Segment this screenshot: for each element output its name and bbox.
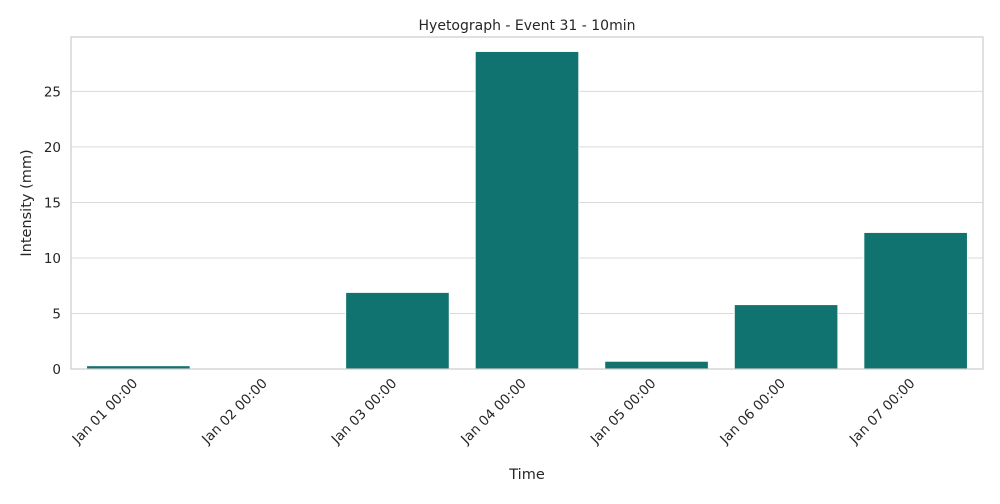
y-tick-label: 15: [44, 195, 61, 211]
x-axis-label: Time: [508, 467, 545, 483]
y-tick-label: 10: [44, 251, 61, 267]
y-tick-label: 5: [52, 306, 61, 322]
chart-title: Hyetograph - Event 31 - 10min: [419, 18, 636, 34]
bar: [345, 291, 450, 370]
bar: [733, 304, 839, 370]
x-tick-label: Jan 06 00:00: [716, 376, 788, 448]
x-tick-label: Jan 07 00:00: [846, 376, 918, 448]
plot-frame: [70, 36, 984, 370]
x-tick-label: Jan 02 00:00: [198, 376, 270, 448]
bar: [863, 231, 968, 370]
y-tick-labels: 0 5 10 15 20 25: [44, 84, 61, 378]
x-tick-label: Jan 03 00:00: [328, 376, 400, 448]
y-tick-label: 20: [44, 140, 61, 156]
y-axis-label: Intensity (mm): [19, 149, 35, 256]
bar: [474, 50, 580, 370]
bar: [604, 360, 709, 370]
bars: [86, 50, 968, 370]
x-tick-label: Jan 05 00:00: [587, 376, 659, 448]
y-tick-label: 0: [52, 362, 61, 378]
y-tick-label: 25: [44, 84, 61, 100]
x-tick-label: Jan 01 00:00: [69, 376, 141, 448]
x-tick-label: Jan 04 00:00: [457, 376, 529, 448]
x-tick-labels: Jan 01 00:00 Jan 02 00:00 Jan 03 00:00 Jan …: [69, 376, 919, 448]
